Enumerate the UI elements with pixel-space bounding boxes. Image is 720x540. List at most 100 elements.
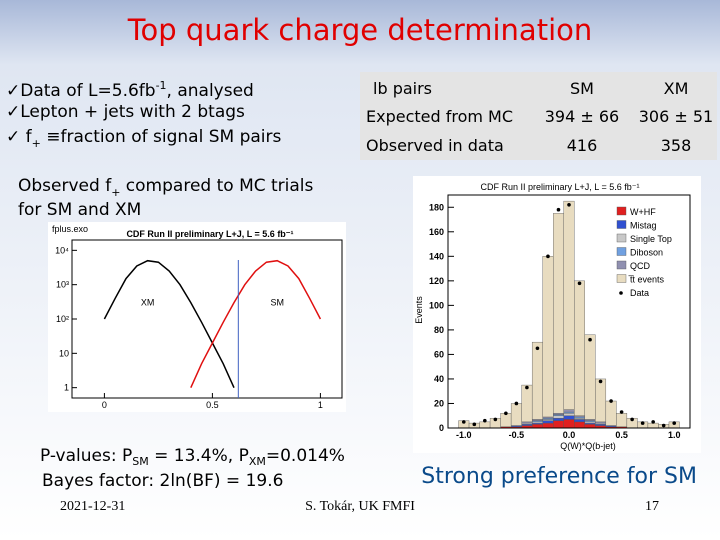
table-header: XM <box>664 79 689 98</box>
caption-line: for SM and XM <box>18 200 141 220</box>
legend-swatch <box>616 206 627 216</box>
data-point <box>609 399 613 403</box>
plot-title: CDF Run II preliminary L+J, L = 5.6 fb⁻¹ <box>481 182 640 192</box>
table-cell: 394 ± 66 <box>545 107 619 126</box>
footer-author: S. Tokár, UK FMFI <box>305 499 415 514</box>
plot-title: CDF Run II preliminary L+J, L = 5.6 fb⁻¹ <box>126 229 293 239</box>
y-tick-label: 140 <box>429 251 444 261</box>
hist-bar <box>563 413 575 416</box>
x-tick-label: -0.5 <box>509 430 525 440</box>
hist-bar <box>531 341 543 420</box>
series-label: XM <box>141 298 155 308</box>
data-point <box>514 401 519 406</box>
y-tick-label: 40 <box>434 374 444 384</box>
legend-label: Diboson <box>630 248 663 258</box>
table-cell: Observed in data <box>366 136 504 155</box>
hist-bar <box>647 422 659 429</box>
conclusion: Strong preference for SM <box>421 464 697 489</box>
y-tick-label: 80 <box>434 325 444 335</box>
bullet-text: f <box>26 127 33 147</box>
data-point <box>567 203 571 207</box>
y-tick-label: 120 <box>429 276 444 286</box>
y-tick-label: 10³ <box>56 280 69 290</box>
data-point <box>525 385 529 390</box>
hist-bar <box>574 280 585 416</box>
bullet-sup: -1 <box>156 79 167 92</box>
hist-bar <box>616 413 628 427</box>
hist-bar <box>584 334 596 420</box>
hist-bar <box>563 415 575 420</box>
bullet-3: ✓ f+ ≡fraction of signal SM pairs <box>6 127 281 150</box>
y-tick-label: 0 <box>439 423 444 433</box>
legend-marker <box>619 291 623 295</box>
hist-bar <box>584 424 596 429</box>
hist-bar <box>563 409 575 413</box>
data-point <box>493 417 498 422</box>
hist-bar <box>542 422 554 429</box>
pvalue-text: P-values: P <box>40 446 132 466</box>
y-tick-label: 160 <box>429 227 444 237</box>
hist-bar <box>605 400 617 426</box>
x-tick-label: 0.0 <box>563 430 576 440</box>
table: lb pairs SM XM Expected from MC 394 ± 66… <box>360 72 717 160</box>
title: Top quark charge determination <box>127 13 593 47</box>
check: ✓ <box>6 102 20 122</box>
hist-bar <box>553 415 564 419</box>
y-tick-label: 10² <box>56 314 69 324</box>
y-tick-label: 60 <box>434 349 444 359</box>
bullet-text: , analysed <box>167 81 254 101</box>
data-point <box>483 418 487 423</box>
data-point <box>577 281 582 286</box>
legend-swatch <box>616 260 627 270</box>
y-tick-label: 1 <box>64 383 69 393</box>
legend-label: Mistag <box>630 221 657 231</box>
hist-bar <box>542 420 554 424</box>
bullets: ✓Data of L=5.6fb-1, analysed ✓Lepton + j… <box>6 79 281 150</box>
left-plot-bg <box>48 222 346 412</box>
caption-line: Observed f+ compared to MC trials <box>18 176 314 199</box>
hist-bar <box>510 403 522 426</box>
legend-label: QCD <box>630 261 651 271</box>
check: ✓ <box>6 81 20 101</box>
hist-bar <box>500 413 512 427</box>
pvalue-text: =0.014% <box>266 446 345 466</box>
table-bg <box>360 72 717 160</box>
hist-bar <box>595 378 607 423</box>
y-axis-label: Events <box>414 296 424 324</box>
caption: Observed f+ compared to MC trials for SM… <box>18 176 314 220</box>
hist-bar <box>553 417 564 421</box>
legend-swatch <box>616 274 627 283</box>
legend-swatch <box>616 247 627 256</box>
legend-swatch <box>616 220 627 229</box>
y-tick-label: 180 <box>429 202 444 212</box>
bullet-text: Data of L=5.6fb <box>20 81 155 101</box>
legend-label: W+HF <box>630 207 656 217</box>
hist-bar <box>542 256 554 418</box>
x-tick-label: 1 <box>318 400 323 410</box>
table-cell: 416 <box>567 136 598 155</box>
y-tick-label: 10 <box>59 348 69 358</box>
data-point <box>598 379 603 384</box>
y-tick-label: 100 <box>429 300 444 310</box>
bayes: Bayes factor: 2ln(BF) = 19.6 <box>42 471 283 491</box>
x-tick-label: 1.0 <box>668 430 681 440</box>
bullet-sub: + <box>32 137 41 150</box>
data-point <box>546 254 550 259</box>
hist-bar <box>521 384 533 423</box>
table-cell: 306 ± 51 <box>639 107 713 126</box>
data-point <box>661 423 666 428</box>
plot-label: fplus.exo <box>52 224 88 234</box>
legend-swatch <box>616 233 627 243</box>
check: ✓ <box>6 127 26 147</box>
bullet-text: Lepton + jets with 2 btags <box>20 102 245 122</box>
hist-bar <box>574 421 585 429</box>
data-point <box>672 421 677 425</box>
pvalues: P-values: PSM = 13.4%, PXM=0.014% <box>40 446 345 468</box>
caption-sub: + <box>111 186 120 199</box>
bullet-text: ≡fraction of signal SM pairs <box>41 127 282 147</box>
data-point <box>640 421 645 425</box>
footer-page: 17 <box>645 499 659 514</box>
y-tick-label: 10⁴ <box>55 245 69 255</box>
